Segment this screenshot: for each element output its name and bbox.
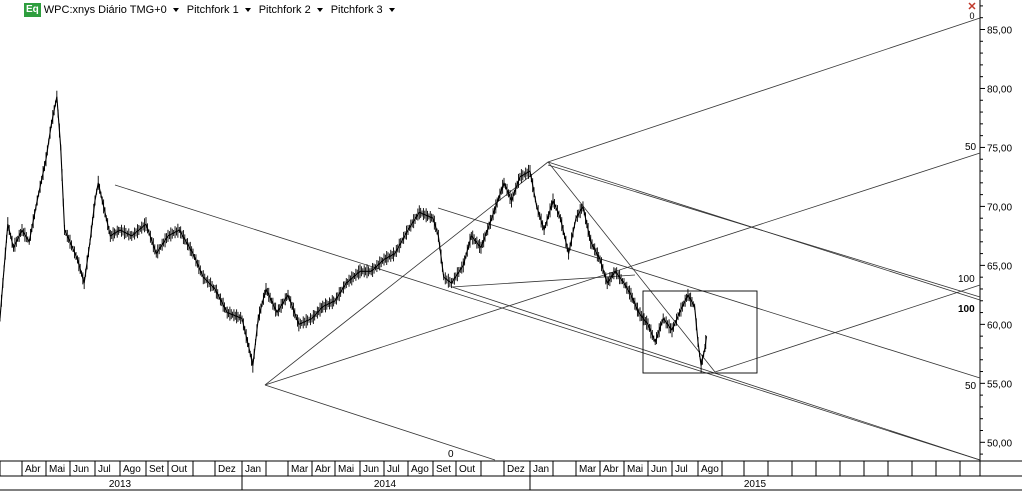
price-series-line[interactable] [0, 96, 708, 366]
pitchfork-level-label: 100 [958, 304, 975, 315]
month-label: Abr [315, 464, 331, 475]
dropdown-arrow-icon [244, 8, 251, 12]
pitchfork-line[interactable] [451, 286, 981, 461]
month-label: Set [149, 464, 164, 475]
pitchfork-level-label: 100 [958, 274, 975, 285]
close-chart-button[interactable]: ✕ 0 [966, 1, 978, 21]
month-label: Set [436, 464, 451, 475]
year-label: 2013 [109, 479, 132, 490]
pitchfork-level-label: 50 [965, 142, 977, 153]
pitchfork-line[interactable] [547, 17, 981, 163]
month-label: Mai [338, 464, 354, 475]
dropdown-arrow-icon [388, 8, 395, 12]
year-label: 2015 [744, 479, 767, 490]
dropdown-arrow-icon [316, 8, 323, 12]
y-tick-label: 85,00 [987, 25, 1012, 36]
month-label: Ago [123, 464, 141, 475]
month-label: Abr [603, 464, 619, 475]
month-label: Mar [579, 464, 597, 475]
month-label: Jun [651, 464, 667, 475]
close-icon: ✕ [967, 1, 977, 13]
month-label: Dez [507, 464, 525, 475]
month-label: Out [171, 464, 187, 475]
pitchfork-line[interactable] [547, 164, 981, 298]
pitchfork-line[interactable] [264, 384, 496, 461]
pitchfork-3-label: Pitchfork 3 [330, 4, 383, 16]
equity-badge-icon[interactable]: Eq [24, 3, 41, 17]
y-tick-label: 65,00 [987, 261, 1012, 272]
pitchfork-1-menu[interactable]: Pitchfork 1 [187, 4, 251, 16]
year-label: 2014 [374, 479, 397, 490]
month-label: Out [459, 464, 475, 475]
y-tick-label: 55,00 [987, 379, 1012, 390]
pitchfork-line[interactable] [714, 284, 981, 373]
dropdown-arrow-icon [172, 8, 179, 12]
month-label: Mar [291, 464, 309, 475]
pitchfork-line[interactable] [547, 161, 716, 373]
y-tick-label: 60,00 [987, 320, 1012, 331]
pitchfork-line[interactable] [264, 152, 981, 386]
y-tick-label: 80,00 [987, 84, 1012, 95]
month-label: Jun [73, 464, 89, 475]
y-tick-label: 70,00 [987, 202, 1012, 213]
month-label: Jun [363, 464, 379, 475]
month-label: Jul [387, 464, 400, 475]
month-label: Mai [627, 464, 643, 475]
month-label: Abr [25, 464, 41, 475]
symbol-label: WPC:xnys Diário TMG+0 [43, 4, 167, 16]
month-label: Jan [533, 464, 549, 475]
month-label: Jul [98, 464, 111, 475]
chart-toolbar: Eq WPC:xnys Diário TMG+0 Pitchfork 1 Pit… [0, 0, 980, 20]
pitchfork-1-label: Pitchfork 1 [186, 4, 239, 16]
pitchfork-2-label: Pitchfork 2 [258, 4, 311, 16]
month-label: Ago [701, 464, 719, 475]
month-label: Jan [245, 464, 261, 475]
pitchfork-level-label: 0 [448, 449, 454, 460]
pitchfork-level-label: 50 [965, 381, 977, 392]
close-digit: 0 [969, 11, 975, 21]
month-label: Mai [49, 464, 65, 475]
month-label: Jul [675, 464, 688, 475]
pitchfork-line[interactable] [264, 161, 549, 386]
pitchfork-line[interactable] [114, 184, 981, 461]
symbol-menu[interactable]: WPC:xnys Diário TMG+0 [44, 4, 179, 16]
pitchfork-line[interactable] [437, 207, 981, 379]
pitchfork-3-menu[interactable]: Pitchfork 3 [331, 4, 395, 16]
selection-box[interactable] [642, 290, 758, 374]
y-tick-label: 50,00 [987, 438, 1012, 449]
y-tick-label: 75,00 [987, 143, 1012, 154]
pitchfork-2-menu[interactable]: Pitchfork 2 [259, 4, 323, 16]
month-label: Ago [411, 464, 429, 475]
pitchfork-line[interactable] [451, 274, 636, 288]
month-label: Dez [218, 464, 236, 475]
